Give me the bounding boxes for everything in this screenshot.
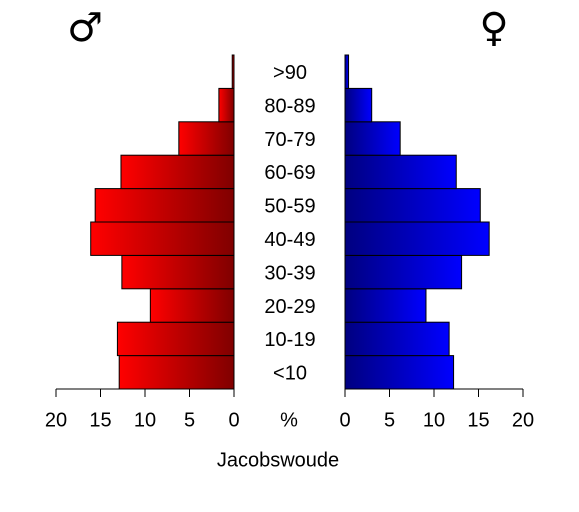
bar xyxy=(344,254,463,290)
x-tick-label: 15 xyxy=(467,409,489,431)
legend-female: ♀ xyxy=(479,5,508,51)
bar xyxy=(218,87,235,123)
bar xyxy=(121,254,235,290)
category-label: 10-19 xyxy=(264,329,315,351)
bar xyxy=(344,154,457,190)
bar xyxy=(118,355,235,390)
category-label: 50-59 xyxy=(264,196,315,218)
category-label: <10 xyxy=(273,363,307,385)
bar xyxy=(344,87,373,123)
chart-title: Jacobswoude xyxy=(217,449,339,471)
x-tick-label: 5 xyxy=(184,409,195,431)
bar xyxy=(344,355,455,390)
bar xyxy=(344,54,350,89)
x-tick-label: 20 xyxy=(45,409,67,431)
x-tick-label: 20 xyxy=(512,409,534,431)
bar xyxy=(344,221,490,256)
bar xyxy=(344,121,401,156)
category-label: 20-29 xyxy=(264,296,315,318)
x-tick-label: 0 xyxy=(228,409,239,431)
bar xyxy=(231,54,235,89)
x-tick-label: 0 xyxy=(339,409,350,431)
bar xyxy=(90,221,235,256)
category-label: 60-69 xyxy=(264,162,315,184)
x-tick-label: 10 xyxy=(423,409,445,431)
bar xyxy=(120,154,235,190)
x-tick-label: 15 xyxy=(89,409,111,431)
legend-male: ♂ xyxy=(67,5,103,51)
category-label: >90 xyxy=(273,62,307,84)
category-label: 70-79 xyxy=(264,129,315,151)
category-label: 30-39 xyxy=(264,262,315,284)
bar xyxy=(344,188,481,223)
bar xyxy=(344,321,450,357)
bar xyxy=(116,321,235,357)
x-tick-label: 10 xyxy=(134,409,156,431)
category-label: 80-89 xyxy=(264,95,315,117)
bar xyxy=(178,121,235,156)
bar xyxy=(149,288,235,323)
axis-unit-label: % xyxy=(280,409,298,431)
bar xyxy=(94,188,235,223)
bar xyxy=(344,288,427,323)
category-label: 40-49 xyxy=(264,229,315,251)
x-tick-label: 5 xyxy=(384,409,395,431)
